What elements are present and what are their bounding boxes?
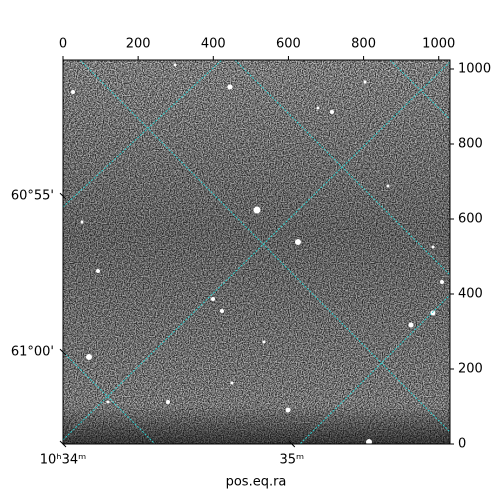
dec-tick [59,348,67,356]
y-tick-label: 0 [458,437,466,452]
axes-frame [62,59,451,445]
sky-image [63,60,450,444]
wcs-grid-line [63,351,156,444]
y-tick-label: 800 [458,137,483,152]
x-tick-label: 600 [276,37,301,52]
x-tick-label: 400 [201,37,226,52]
y-tick-label: 200 [458,362,483,377]
y-tick-label: 600 [458,212,483,227]
x-tick-label: 800 [351,37,376,52]
stars [71,63,444,444]
wcs-grid-line [234,60,450,276]
wcs-grid-line [299,294,450,444]
ra-tick-label: 10ʰ34ᵐ [40,453,86,468]
wcs-grid-line [79,60,450,433]
y-tick-label: 400 [458,287,483,302]
dec-tick-label: 60°55' [11,189,54,204]
x-axis-label: pos.eq.ra [226,475,287,490]
dec-tick [59,192,67,200]
y-tick-label: 1000 [458,62,491,77]
ra-tick [288,440,296,448]
ra-tick-label: 35ᵐ [279,453,304,468]
x-tick-label: 1000 [422,37,455,52]
wcs-grid-line [63,61,450,441]
dec-tick-label: 61°00' [11,345,54,360]
x-tick-label: 0 [59,37,67,52]
x-tick-label: 200 [126,37,151,52]
wcs-grid-line [389,60,450,120]
ra-tick [59,440,67,448]
wcs-grid-line [63,60,223,208]
